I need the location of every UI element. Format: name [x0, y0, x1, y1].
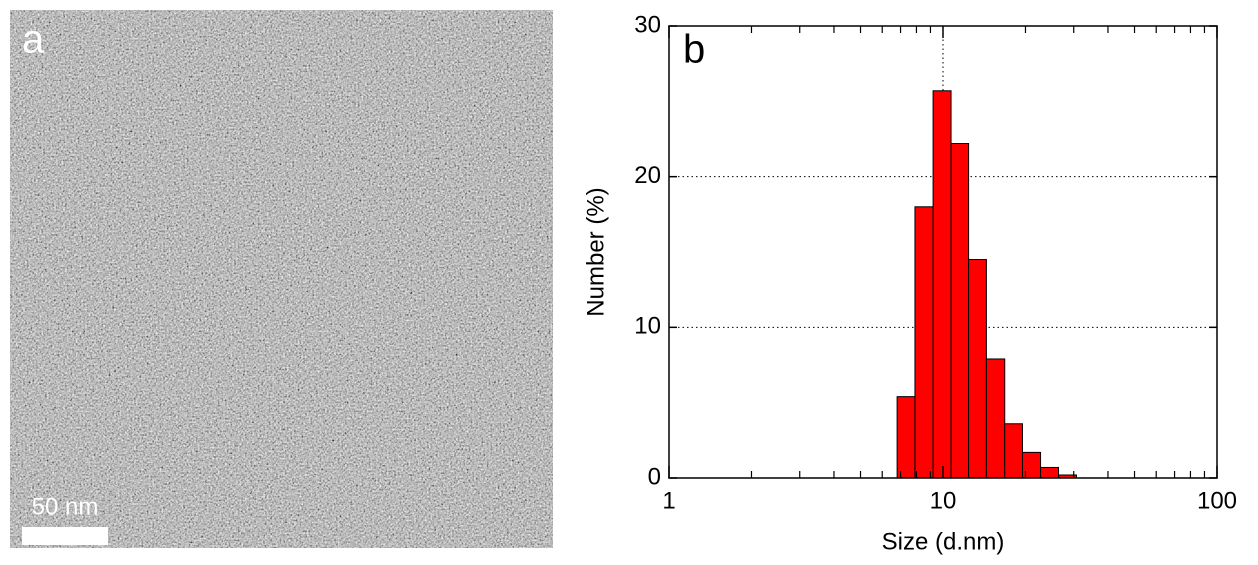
bar — [950, 143, 970, 479]
x-tick-label: 10 — [930, 487, 957, 514]
y-tick-label: 10 — [634, 313, 661, 340]
bar — [1040, 466, 1060, 479]
y-axis-title: Number (%) — [582, 187, 609, 316]
bar — [985, 358, 1006, 479]
x-axis-title: Size (d.nm) — [882, 528, 1005, 555]
x-tick-label: 1 — [662, 487, 675, 514]
scale-bar — [22, 527, 108, 545]
scale-bar-label: 50 nm — [32, 493, 99, 520]
y-tick-label: 30 — [634, 11, 661, 38]
bar — [932, 90, 952, 479]
plot-frame — [668, 25, 1218, 479]
bar — [968, 259, 987, 479]
panel-label: b — [683, 28, 705, 72]
bar — [914, 206, 934, 479]
tem-image: a 50 nm — [10, 10, 553, 548]
panel-label: a — [22, 18, 45, 62]
y-tick-label: 0 — [648, 463, 661, 490]
bar — [896, 396, 916, 479]
bar — [1004, 423, 1023, 479]
y-tick-label: 20 — [634, 162, 661, 189]
x-tick-label: 100 — [1197, 487, 1237, 514]
